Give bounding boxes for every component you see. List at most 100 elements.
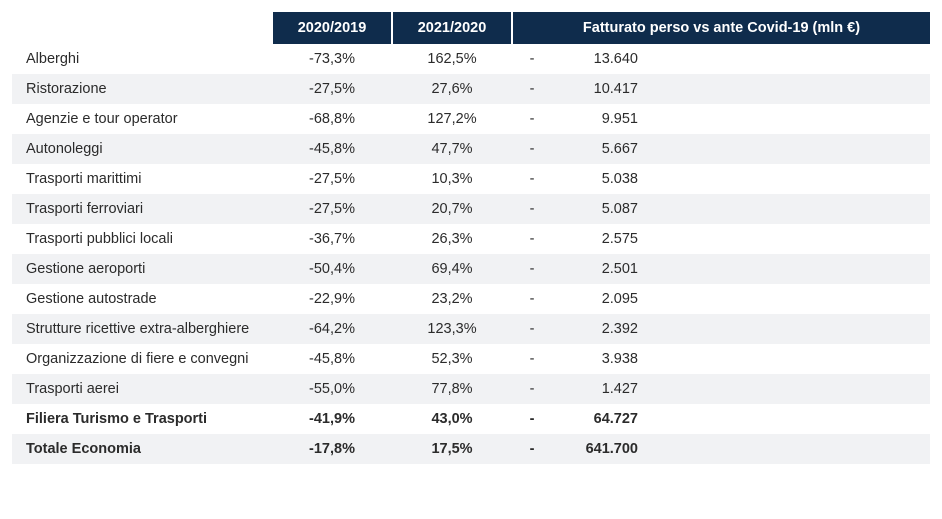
- row-label: Gestione aeroporti: [12, 254, 272, 284]
- row-2020-2019: -27,5%: [272, 194, 392, 224]
- row-label: Trasporti pubblici locali: [12, 224, 272, 254]
- table-row: Gestione aeroporti-50,4%69,4%-2.501: [12, 254, 930, 284]
- row-label: Trasporti ferroviari: [12, 194, 272, 224]
- table-header: 2020/2019 2021/2020 Fatturato perso vs a…: [12, 12, 930, 44]
- row-sign: -: [512, 224, 552, 254]
- table-row: Trasporti aerei-55,0%77,8%-1.427: [12, 374, 930, 404]
- row-2021-2020: 27,6%: [392, 74, 512, 104]
- row-sign: -: [512, 44, 552, 74]
- row-value: 641.700: [552, 434, 642, 464]
- row-label: Gestione autostrade: [12, 284, 272, 314]
- row-sign: -: [512, 254, 552, 284]
- row-2021-2020: 23,2%: [392, 284, 512, 314]
- row-2020-2019: -55,0%: [272, 374, 392, 404]
- row-2021-2020: 10,3%: [392, 164, 512, 194]
- row-value: 5.087: [552, 194, 642, 224]
- table-row: Totale Economia-17,8%17,5%-641.700: [12, 434, 930, 464]
- table-row: Filiera Turismo e Trasporti-41,9%43,0%-6…: [12, 404, 930, 434]
- row-2020-2019: -73,3%: [272, 44, 392, 74]
- header-2020-2019: 2020/2019: [272, 12, 392, 44]
- row-2020-2019: -17,8%: [272, 434, 392, 464]
- row-padding: [642, 224, 930, 254]
- row-sign: -: [512, 344, 552, 374]
- row-value: 64.727: [552, 404, 642, 434]
- table-body: Alberghi-73,3%162,5%-13.640Ristorazione-…: [12, 44, 930, 464]
- row-label: Organizzazione di fiere e convegni: [12, 344, 272, 374]
- row-2021-2020: 123,3%: [392, 314, 512, 344]
- row-label: Agenzie e tour operator: [12, 104, 272, 134]
- row-2020-2019: -36,7%: [272, 224, 392, 254]
- row-2021-2020: 17,5%: [392, 434, 512, 464]
- row-value: 2.392: [552, 314, 642, 344]
- row-2021-2020: 162,5%: [392, 44, 512, 74]
- row-sign: -: [512, 374, 552, 404]
- row-padding: [642, 44, 930, 74]
- row-value: 3.938: [552, 344, 642, 374]
- row-sign: -: [512, 194, 552, 224]
- table-row: Agenzie e tour operator-68,8%127,2%-9.95…: [12, 104, 930, 134]
- header-blank: [12, 12, 272, 44]
- header-lost-revenue: Fatturato perso vs ante Covid-19 (mln €): [512, 12, 930, 44]
- row-2020-2019: -45,8%: [272, 134, 392, 164]
- row-label: Trasporti aerei: [12, 374, 272, 404]
- row-value: 2.501: [552, 254, 642, 284]
- row-label: Filiera Turismo e Trasporti: [12, 404, 272, 434]
- row-padding: [642, 314, 930, 344]
- table-row: Trasporti pubblici locali-36,7%26,3%-2.5…: [12, 224, 930, 254]
- row-padding: [642, 74, 930, 104]
- row-2021-2020: 69,4%: [392, 254, 512, 284]
- table-row: Organizzazione di fiere e convegni-45,8%…: [12, 344, 930, 374]
- row-2020-2019: -27,5%: [272, 164, 392, 194]
- row-sign: -: [512, 284, 552, 314]
- header-2021-2020: 2021/2020: [392, 12, 512, 44]
- table-row: Alberghi-73,3%162,5%-13.640: [12, 44, 930, 74]
- row-padding: [642, 254, 930, 284]
- row-sign: -: [512, 314, 552, 344]
- table-row: Gestione autostrade-22,9%23,2%-2.095: [12, 284, 930, 314]
- row-label: Autonoleggi: [12, 134, 272, 164]
- table-row: Trasporti marittimi-27,5%10,3%-5.038: [12, 164, 930, 194]
- row-sign: -: [512, 164, 552, 194]
- row-value: 13.640: [552, 44, 642, 74]
- row-label: Alberghi: [12, 44, 272, 74]
- table-row: Strutture ricettive extra-alberghiere-64…: [12, 314, 930, 344]
- row-value: 2.095: [552, 284, 642, 314]
- row-padding: [642, 284, 930, 314]
- row-2021-2020: 47,7%: [392, 134, 512, 164]
- row-value: 1.427: [552, 374, 642, 404]
- row-value: 9.951: [552, 104, 642, 134]
- row-value: 5.038: [552, 164, 642, 194]
- row-sign: -: [512, 434, 552, 464]
- row-2021-2020: 43,0%: [392, 404, 512, 434]
- row-2020-2019: -22,9%: [272, 284, 392, 314]
- row-label: Totale Economia: [12, 434, 272, 464]
- row-padding: [642, 434, 930, 464]
- row-2020-2019: -45,8%: [272, 344, 392, 374]
- row-2021-2020: 77,8%: [392, 374, 512, 404]
- table-row: Trasporti ferroviari-27,5%20,7%-5.087: [12, 194, 930, 224]
- row-padding: [642, 104, 930, 134]
- row-2021-2020: 127,2%: [392, 104, 512, 134]
- row-label: Ristorazione: [12, 74, 272, 104]
- row-value: 5.667: [552, 134, 642, 164]
- impact-table: 2020/2019 2021/2020 Fatturato perso vs a…: [12, 12, 930, 464]
- row-padding: [642, 344, 930, 374]
- row-2020-2019: -64,2%: [272, 314, 392, 344]
- row-padding: [642, 374, 930, 404]
- table-row: Ristorazione-27,5%27,6%-10.417: [12, 74, 930, 104]
- row-padding: [642, 194, 930, 224]
- row-2020-2019: -41,9%: [272, 404, 392, 434]
- row-padding: [642, 134, 930, 164]
- row-2020-2019: -27,5%: [272, 74, 392, 104]
- row-value: 2.575: [552, 224, 642, 254]
- row-sign: -: [512, 404, 552, 434]
- row-2021-2020: 52,3%: [392, 344, 512, 374]
- row-padding: [642, 164, 930, 194]
- row-padding: [642, 404, 930, 434]
- row-2021-2020: 20,7%: [392, 194, 512, 224]
- row-sign: -: [512, 74, 552, 104]
- row-sign: -: [512, 104, 552, 134]
- row-label: Trasporti marittimi: [12, 164, 272, 194]
- table-row: Autonoleggi-45,8%47,7%-5.667: [12, 134, 930, 164]
- row-2021-2020: 26,3%: [392, 224, 512, 254]
